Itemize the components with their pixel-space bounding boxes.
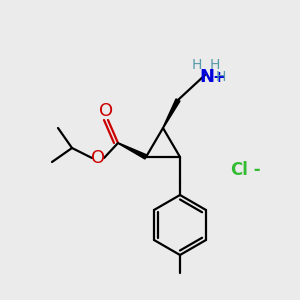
Text: O: O (91, 149, 105, 167)
Text: H: H (192, 58, 202, 72)
Text: H: H (216, 70, 226, 84)
Text: Cl: Cl (230, 161, 248, 179)
Text: +: + (213, 70, 225, 85)
Polygon shape (163, 99, 180, 128)
Text: N: N (200, 68, 214, 86)
Text: H: H (210, 58, 220, 72)
Text: -: - (248, 161, 261, 179)
Text: O: O (99, 102, 113, 120)
Polygon shape (118, 143, 147, 159)
